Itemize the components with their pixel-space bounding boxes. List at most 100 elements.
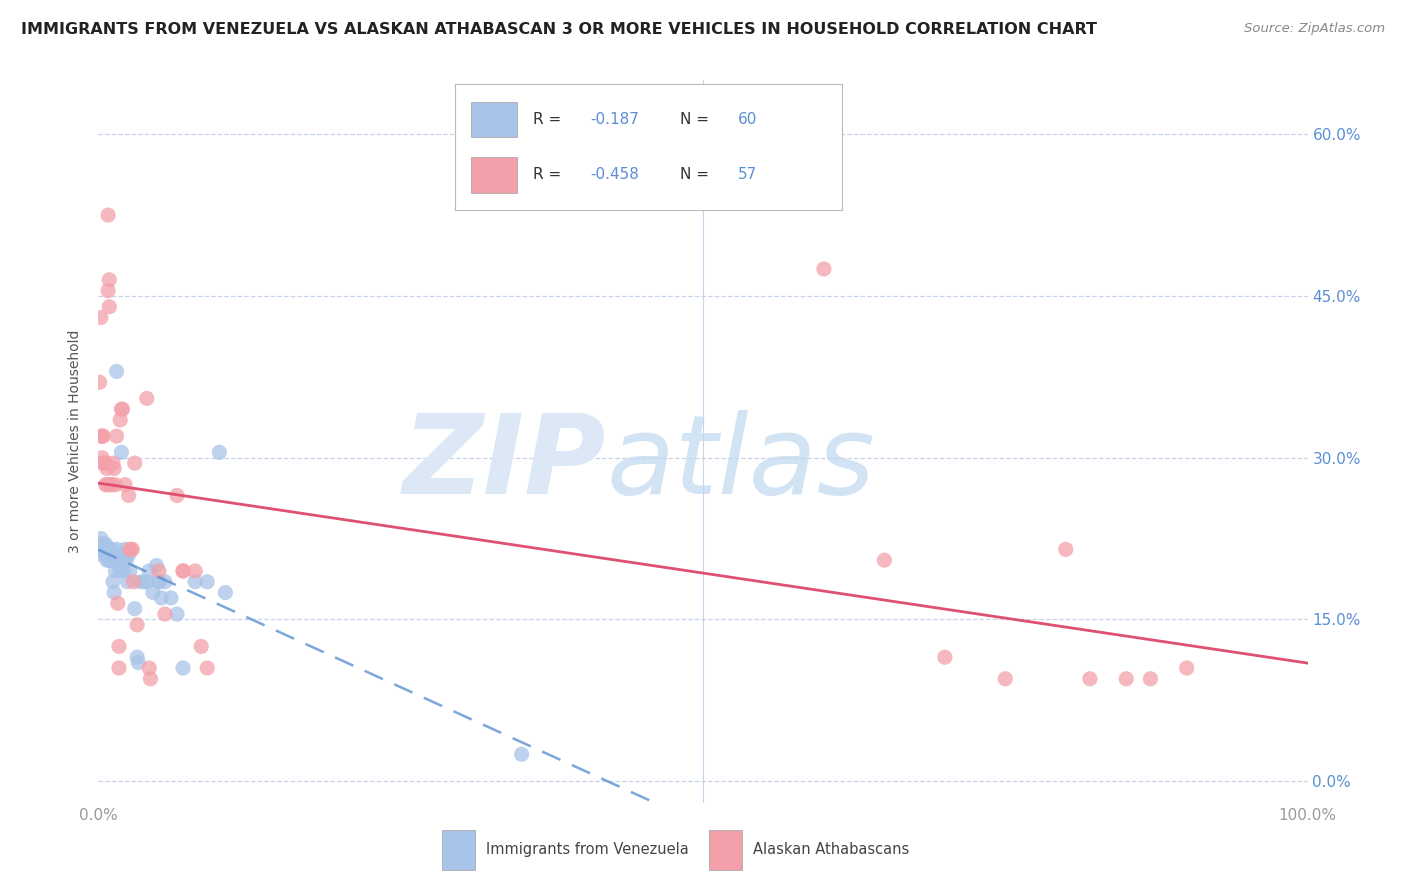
Point [139,672,162,686]
Point [91,450,114,465]
Point [160,591,183,605]
Point [101,553,124,567]
Point [134,574,156,589]
Point [94,542,117,557]
Point [195,661,218,675]
Point [97,542,120,557]
Point [166,488,188,502]
Point [138,564,160,578]
Point [105,542,128,557]
Point [135,574,157,589]
Point [93,456,115,470]
Point [91,537,114,551]
Point [111,553,134,567]
Point [93,542,115,557]
Point [117,574,139,589]
Point [124,456,146,470]
Point [873,553,896,567]
Point [1078,672,1101,686]
Point [148,564,170,578]
Point [98,273,121,287]
Point [94,477,117,491]
Point [1139,672,1161,686]
Point [108,413,131,427]
Point [127,650,149,665]
Point [145,558,167,573]
Point [100,542,122,557]
Point [90,532,112,546]
Point [98,553,121,567]
Point [94,456,117,470]
Point [118,548,141,562]
Point [108,558,131,573]
Point [114,542,136,557]
Point [91,429,114,443]
Text: Source: ZipAtlas.com: Source: ZipAtlas.com [1244,22,1385,36]
Point [184,574,207,589]
Point [91,429,114,443]
Point [89,376,111,390]
Point [91,456,114,470]
Point [108,564,131,578]
Point [1054,542,1077,557]
Point [118,488,141,502]
Point [96,553,118,567]
Point [120,542,142,557]
Point [105,364,128,378]
Point [195,574,218,589]
Point [93,542,115,557]
Point [184,564,207,578]
Point [105,429,128,443]
Point [112,564,135,578]
Point [1115,672,1137,686]
Point [153,574,176,589]
Point [110,445,132,459]
Point [97,548,120,562]
Point [90,429,112,443]
Point [104,564,127,578]
Point [94,537,117,551]
Point [98,300,121,314]
Point [114,477,136,491]
Point [124,601,146,615]
Point [148,574,170,589]
Point [208,445,231,459]
Point [91,537,114,551]
Point [100,553,122,567]
Point [150,591,173,605]
Point [135,392,157,406]
Text: atlas: atlas [606,409,875,516]
Point [98,553,121,567]
Point [107,596,129,610]
Point [934,650,956,665]
Point [96,548,118,562]
Point [91,548,114,562]
Point [96,542,118,557]
Point [129,574,152,589]
Point [100,548,122,562]
Point [96,477,118,491]
Point [153,607,176,621]
Point [813,262,835,277]
Point [107,553,129,567]
Point [91,542,114,557]
Text: ZIP: ZIP [402,409,606,516]
Point [110,402,132,417]
Point [103,461,125,475]
Point [166,607,188,621]
Point [214,585,236,599]
Point [127,656,149,670]
Point [172,564,194,578]
Point [97,284,120,298]
Point [121,542,143,557]
Point [172,564,194,578]
Point [108,640,131,654]
Point [97,208,120,222]
Point [118,564,141,578]
Point [96,461,118,475]
Y-axis label: 3 or more Vehicles in Household: 3 or more Vehicles in Household [69,330,83,553]
Point [108,661,131,675]
Point [190,640,212,654]
Point [118,542,141,557]
Point [172,661,194,675]
